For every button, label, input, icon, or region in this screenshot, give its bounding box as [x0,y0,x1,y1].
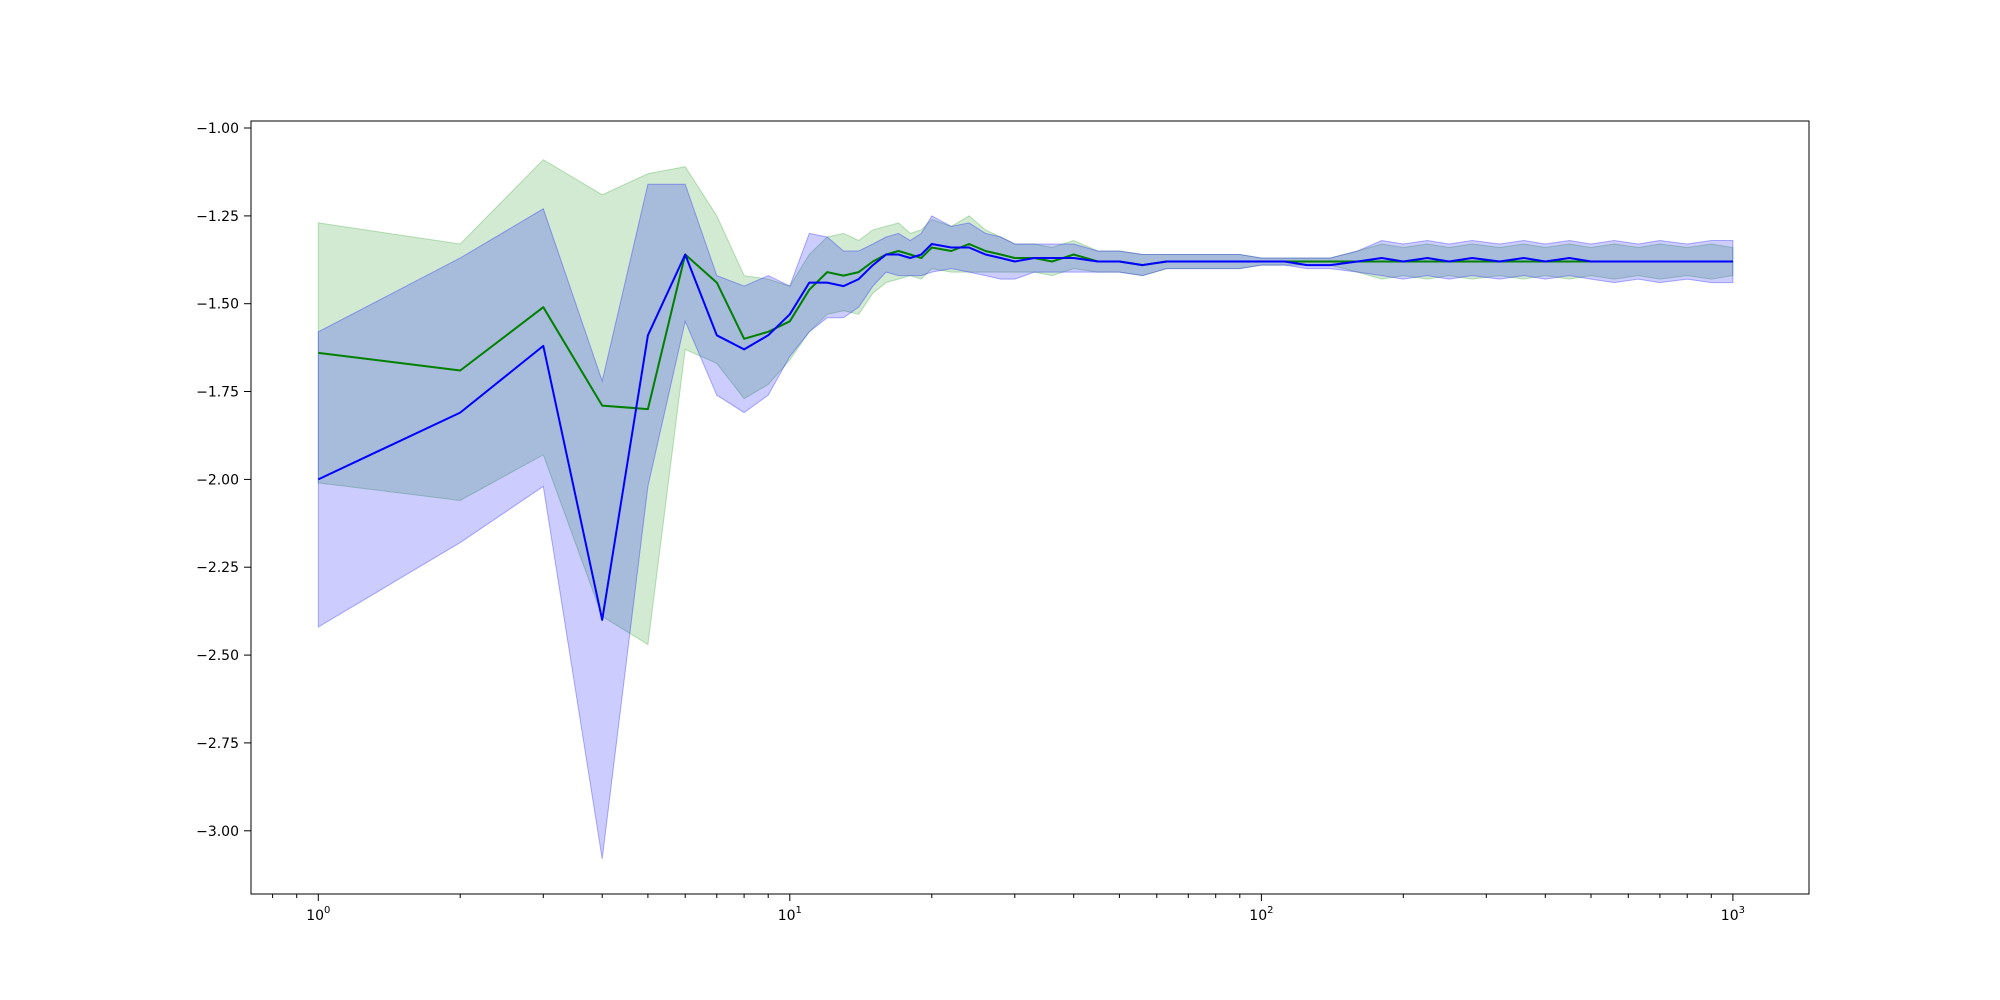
y-tick-label: −1.50 [196,297,239,313]
y-tick-label: −3.00 [196,824,239,840]
series-1-line [318,243,1733,411]
x-tick-label: 102 [1249,905,1273,924]
y-axis: −1.00 −1.25 −1.50 −1.75 −2.00 −2.25 −2.50 −2.75… [196,121,251,840]
x-tick-label: 100 [306,905,330,924]
y-tick-label: −1.75 [196,385,239,401]
y-tick-label: −2.00 [196,472,239,488]
y-tick-label: −1.00 [196,121,239,137]
x-tick-label: 103 [1721,905,1745,924]
plot-area [250,120,1810,895]
axes-background [251,121,1809,894]
axes-frame [250,120,1810,895]
x-tick-label: 101 [778,905,802,924]
y-tick-label: −1.25 [196,209,239,225]
series-lines [317,243,1733,621]
y-tick-label: −2.25 [196,560,239,576]
series-2-line [317,243,1733,621]
y-tick-label: −2.75 [196,736,239,752]
x-axis: 100 101 102 103 [272,894,1745,924]
y-tick-label: −2.50 [196,648,239,664]
series-2-band [317,183,1734,859]
